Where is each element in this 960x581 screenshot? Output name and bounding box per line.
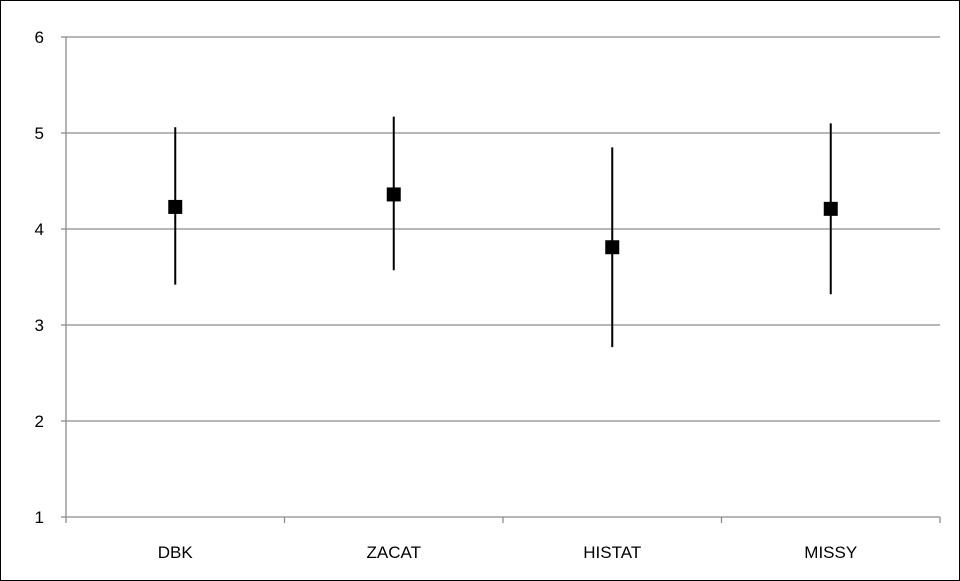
data-point — [386, 187, 401, 202]
x-tick-label: HISTAT — [583, 543, 641, 562]
y-tick-label: 1 — [35, 508, 44, 527]
x-axis-ticks: DBK ZACAT HISTAT MISSY — [65, 517, 941, 562]
y-tick-label: 2 — [35, 412, 44, 431]
y-tick-label: 6 — [35, 28, 44, 47]
gridlines — [66, 36, 940, 422]
data-markers — [168, 187, 838, 255]
x-tick-label: ZACAT — [367, 543, 421, 562]
data-point — [168, 199, 183, 214]
y-tick-label: 3 — [35, 316, 44, 335]
x-tick-label: MISSY — [804, 543, 857, 562]
axes — [65, 37, 940, 518]
error-bars — [174, 116, 832, 348]
y-tick-label: 4 — [35, 220, 44, 239]
data-point — [605, 240, 620, 255]
y-axis-ticks: 1 2 3 4 5 6 — [35, 28, 66, 527]
data-point — [823, 201, 838, 216]
x-tick-label: DBK — [158, 543, 194, 562]
y-tick-label: 5 — [35, 124, 44, 143]
